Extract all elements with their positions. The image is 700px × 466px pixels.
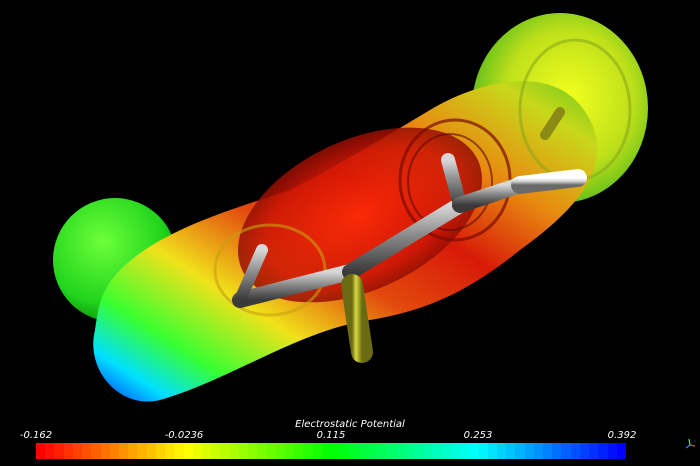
color-scale-step — [413, 443, 424, 459]
bond — [342, 197, 468, 280]
color-scale-step — [358, 443, 368, 459]
color-scale-step — [367, 443, 378, 459]
color-scale-step — [386, 443, 396, 459]
surface-inner-ring-right-2 — [407, 133, 493, 231]
legend-tick-max: 0.392 — [607, 430, 637, 441]
color-scale-step — [487, 443, 497, 459]
color-scale-step — [441, 443, 451, 459]
color-scale-step — [515, 443, 525, 459]
color-scale-step — [220, 443, 230, 459]
color-scale-step — [100, 443, 110, 459]
color-scale-step — [303, 443, 313, 459]
bond — [540, 107, 565, 140]
color-scale-step — [460, 443, 470, 459]
color-scale-step — [469, 443, 479, 459]
color-scale-step — [607, 443, 617, 459]
color-scale-step — [340, 443, 350, 459]
legend-tick-min: -0.162 — [19, 430, 53, 441]
color-scale-step — [533, 443, 544, 459]
color-scale-step — [91, 443, 101, 459]
color-scale-step — [321, 443, 331, 459]
color-scale-step — [238, 443, 249, 459]
color-scale-bar — [36, 443, 626, 459]
surface-red-core — [237, 127, 483, 303]
color-scale-step — [118, 443, 129, 459]
color-scale-step — [552, 443, 562, 459]
bond — [232, 264, 358, 308]
color-scale-step — [450, 443, 461, 459]
color-scale-step — [146, 443, 156, 459]
color-scale-step — [183, 443, 193, 459]
color-scale-step — [229, 443, 239, 459]
color-scale-step — [54, 443, 64, 459]
color-scale-step — [395, 443, 405, 459]
color-scale-step — [579, 443, 590, 459]
color-scale-step — [589, 443, 599, 459]
bond — [234, 244, 268, 306]
color-scale-step — [45, 443, 55, 459]
color-scale-step — [598, 443, 608, 459]
color-scale-step — [174, 443, 184, 459]
color-scale-step — [275, 443, 285, 459]
color-scale-step — [570, 443, 580, 459]
color-scale-step — [377, 443, 387, 459]
color-scale-step — [82, 443, 92, 459]
color-scale-step — [36, 443, 46, 459]
color-scale-step — [349, 443, 359, 459]
color-scale-step — [109, 443, 119, 459]
color-scale-step — [312, 443, 322, 459]
color-scale-step — [72, 443, 83, 459]
color-scale-step — [294, 443, 304, 459]
color-scale-step — [524, 443, 534, 459]
color-scale-step — [128, 443, 138, 459]
color-scale-step — [543, 443, 553, 459]
color-scale-step — [404, 443, 414, 459]
color-scale-step — [561, 443, 571, 459]
color-scale-step — [165, 443, 175, 459]
color-scale-step — [496, 443, 507, 459]
surface-inner-ring-left — [213, 223, 327, 317]
hydrogen-bond — [452, 177, 528, 213]
color-scale-step — [192, 443, 202, 459]
legend-tick-mid: 0.115 — [316, 430, 346, 441]
color-scale-step — [155, 443, 166, 459]
legend-tick: -0.0236 — [164, 430, 204, 441]
legend-tick: 0.253 — [463, 430, 493, 441]
color-scale-step — [284, 443, 295, 459]
color-scale-step — [506, 443, 516, 459]
hydrogen-atom — [511, 169, 587, 194]
color-scale-step — [211, 443, 221, 459]
color-scale-step — [331, 443, 341, 459]
color-scale-step — [616, 443, 626, 459]
color-scale-step — [137, 443, 147, 459]
electrostatic-surface — [53, 13, 648, 402]
molecule-model — [232, 107, 587, 363]
sulfur-atom — [341, 274, 373, 363]
orientation-axes-icon — [685, 438, 696, 449]
color-scale-step — [266, 443, 276, 459]
color-scale-step — [478, 443, 488, 459]
color-scale-step — [63, 443, 73, 459]
color-scale-step — [248, 443, 258, 459]
legend-title: Electrostatic Potential — [295, 419, 405, 430]
color-scale-step — [432, 443, 442, 459]
color-scale-step — [423, 443, 433, 459]
color-scale-step — [257, 443, 267, 459]
color-scale-step — [201, 443, 212, 459]
